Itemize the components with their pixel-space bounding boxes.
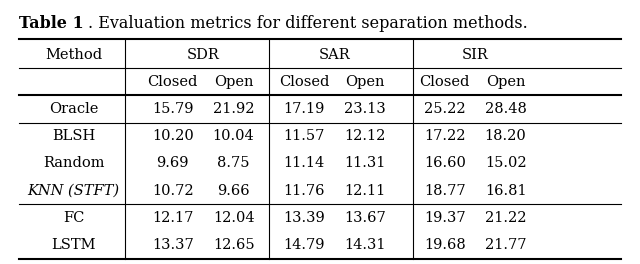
Text: SIR: SIR bbox=[462, 48, 488, 62]
Text: LSTM: LSTM bbox=[51, 238, 96, 252]
Text: 17.19: 17.19 bbox=[284, 102, 324, 116]
Text: 12.04: 12.04 bbox=[212, 211, 255, 225]
Text: 19.37: 19.37 bbox=[424, 211, 466, 225]
Text: 11.31: 11.31 bbox=[344, 157, 385, 171]
Text: 23.13: 23.13 bbox=[344, 102, 386, 116]
Text: 15.02: 15.02 bbox=[484, 157, 527, 171]
Text: 10.04: 10.04 bbox=[212, 129, 255, 143]
Text: Random: Random bbox=[43, 157, 104, 171]
Text: FC: FC bbox=[63, 211, 84, 225]
Text: 16.60: 16.60 bbox=[424, 157, 466, 171]
Text: 18.20: 18.20 bbox=[484, 129, 527, 143]
Text: SDR: SDR bbox=[187, 48, 220, 62]
Text: 21.22: 21.22 bbox=[485, 211, 526, 225]
Text: 17.22: 17.22 bbox=[424, 129, 465, 143]
Text: 13.37: 13.37 bbox=[152, 238, 194, 252]
Text: ΚNN (STFT): ΚNN (STFT) bbox=[28, 184, 120, 198]
Text: Open: Open bbox=[214, 75, 253, 89]
Text: . Evaluation metrics for different separation methods.: . Evaluation metrics for different separ… bbox=[88, 15, 528, 31]
Text: 9.69: 9.69 bbox=[157, 157, 189, 171]
Text: 21.92: 21.92 bbox=[213, 102, 254, 116]
Text: 16.81: 16.81 bbox=[484, 184, 527, 198]
Text: 12.12: 12.12 bbox=[344, 129, 385, 143]
Text: 12.17: 12.17 bbox=[152, 211, 193, 225]
Text: 12.11: 12.11 bbox=[344, 184, 385, 198]
Text: Open: Open bbox=[345, 75, 385, 89]
Text: 19.68: 19.68 bbox=[424, 238, 466, 252]
Text: 14.79: 14.79 bbox=[284, 238, 324, 252]
Text: 21.77: 21.77 bbox=[485, 238, 526, 252]
Text: 11.14: 11.14 bbox=[284, 157, 324, 171]
Text: 25.22: 25.22 bbox=[424, 102, 466, 116]
Text: SAR: SAR bbox=[319, 48, 350, 62]
Text: Table 1: Table 1 bbox=[19, 15, 84, 31]
Text: Oracle: Oracle bbox=[49, 102, 99, 116]
Text: 8.75: 8.75 bbox=[218, 157, 250, 171]
Text: BLSH: BLSH bbox=[52, 129, 95, 143]
Text: 13.67: 13.67 bbox=[344, 211, 386, 225]
Text: 12.65: 12.65 bbox=[212, 238, 255, 252]
Text: 9.66: 9.66 bbox=[218, 184, 250, 198]
Text: Closed: Closed bbox=[420, 75, 470, 89]
Text: Open: Open bbox=[486, 75, 525, 89]
Text: 11.57: 11.57 bbox=[284, 129, 324, 143]
Text: Method: Method bbox=[45, 48, 102, 62]
Text: 13.39: 13.39 bbox=[283, 211, 325, 225]
Text: 18.77: 18.77 bbox=[424, 184, 466, 198]
Text: 10.72: 10.72 bbox=[152, 184, 194, 198]
Text: 15.79: 15.79 bbox=[152, 102, 193, 116]
Text: Closed: Closed bbox=[279, 75, 329, 89]
Text: Closed: Closed bbox=[148, 75, 198, 89]
Text: 14.31: 14.31 bbox=[344, 238, 385, 252]
Text: 11.76: 11.76 bbox=[284, 184, 324, 198]
Text: 10.20: 10.20 bbox=[152, 129, 194, 143]
Text: 28.48: 28.48 bbox=[484, 102, 527, 116]
